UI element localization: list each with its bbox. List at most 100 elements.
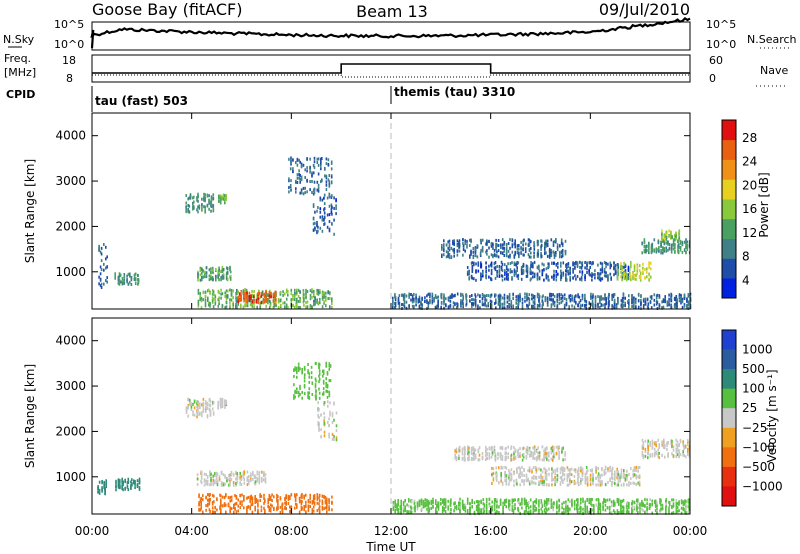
- heatmap-cell: [599, 272, 602, 276]
- heatmap-cell: [293, 396, 295, 400]
- heatmap-cell: [410, 298, 412, 302]
- heatmap-cell: [274, 294, 277, 298]
- heatmap-cell: [279, 510, 282, 514]
- heatmap-cell: [471, 500, 473, 504]
- heatmap-cell: [481, 293, 484, 296]
- heatmap-cell: [299, 306, 301, 309]
- heatmap-cell: [269, 303, 272, 307]
- heatmap-cell: [222, 197, 225, 201]
- heatmap-cell: [329, 291, 331, 295]
- heatmap-cell: [300, 165, 303, 169]
- heatmap-cell: [319, 301, 321, 305]
- heatmap-cell: [599, 502, 602, 506]
- heatmap-cell: [480, 499, 482, 503]
- heatmap-cell: [136, 484, 139, 487]
- heatmap-cell: [242, 305, 245, 309]
- heatmap-cell: [297, 362, 300, 366]
- heatmap-cell: [594, 299, 597, 303]
- heatmap-cell: [609, 261, 612, 265]
- heatmap-cell: [514, 252, 516, 256]
- heatmap-cell: [471, 298, 473, 302]
- heatmap-cell: [330, 167, 333, 171]
- heatmap-cell: [246, 479, 249, 483]
- heatmap-cell: [265, 299, 268, 303]
- heatmap-cell: [599, 306, 601, 309]
- heatmap-cell: [304, 191, 306, 195]
- heatmap-cell: [252, 478, 254, 481]
- heatmap-cell: [196, 482, 199, 486]
- heatmap-cell: [528, 241, 531, 244]
- heatmap-cell: [565, 301, 568, 305]
- heatmap-cell: [243, 495, 245, 498]
- heatmap-cell: [456, 239, 459, 243]
- heatmap-cell: [478, 453, 481, 457]
- heatmap-cell: [636, 499, 638, 502]
- heatmap-cell: [498, 274, 501, 278]
- heatmap-cell: [586, 505, 588, 509]
- heatmap-cell: [550, 238, 553, 242]
- heatmap-cell: [235, 302, 237, 306]
- heatmap-cell: [418, 295, 421, 299]
- heatmap-cell: [683, 297, 686, 300]
- heatmap-cell: [571, 304, 573, 308]
- heatmap-cell: [244, 292, 246, 296]
- heatmap-cell: [621, 268, 623, 272]
- heatmap-cell: [668, 509, 670, 513]
- heatmap-cell: [629, 271, 631, 275]
- heatmap-cell: [448, 253, 451, 256]
- heatmap-cell: [670, 249, 673, 253]
- heatmap-cell: [511, 270, 513, 274]
- heatmap-cell: [202, 409, 205, 413]
- heatmap-cell: [427, 292, 430, 296]
- heatmap-cell: [588, 510, 590, 514]
- heatmap-cell: [313, 160, 316, 164]
- heatmap-cell: [263, 501, 265, 505]
- heatmap-cell: [651, 245, 654, 249]
- heatmap-cell: [474, 304, 477, 308]
- heatmap-cell: [241, 493, 243, 497]
- heatmap-cell: [465, 296, 467, 300]
- heatmap-cell: [560, 274, 563, 278]
- heatmap-cell: [220, 498, 222, 502]
- heatmap-cell: [617, 268, 619, 272]
- heatmap-cell: [235, 470, 237, 474]
- heatmap-cell: [459, 497, 461, 501]
- heatmap-cell: [538, 277, 541, 281]
- heatmap-cell: [207, 493, 209, 497]
- heatmap-cell: [202, 406, 205, 410]
- heatmap-cell: [534, 508, 536, 512]
- heatmap-cell: [309, 304, 312, 308]
- heatmap-cell: [441, 247, 443, 251]
- heatmap-cell: [129, 272, 131, 276]
- heatmap-cell: [608, 303, 610, 307]
- heatmap-cell: [318, 387, 320, 391]
- heatmap-cell: [536, 273, 539, 277]
- heatmap-cell: [678, 229, 681, 233]
- heatmap-cell: [130, 283, 133, 286]
- heatmap-cell: [205, 275, 208, 279]
- heatmap-cell: [298, 510, 301, 514]
- heatmap-cell: [305, 301, 307, 304]
- heatmap-cell: [501, 447, 504, 451]
- heatmap-cell: [192, 413, 194, 417]
- heatmap-cell: [312, 494, 315, 498]
- heatmap-cell: [597, 498, 600, 502]
- heatmap-cell: [215, 477, 218, 481]
- heatmap-cell: [225, 301, 228, 305]
- heatmap-cell: [612, 305, 615, 309]
- heatmap-cell: [533, 260, 536, 264]
- heatmap-cell: [117, 481, 120, 485]
- heatmap-cell: [632, 272, 634, 276]
- heatmap-cell: [495, 293, 497, 297]
- heatmap-cell: [313, 187, 316, 191]
- heatmap-cell: [467, 456, 469, 460]
- heatmap-cell: [330, 180, 333, 184]
- heatmap-cell: [611, 293, 613, 297]
- heatmap-cell: [628, 301, 630, 305]
- heatmap-cell: [496, 505, 498, 509]
- heatmap-cell: [197, 407, 199, 411]
- heatmap-cell: [631, 294, 633, 298]
- heatmap-cell: [481, 245, 484, 249]
- heatmap-cell: [316, 209, 318, 213]
- heatmap-cell: [598, 272, 601, 276]
